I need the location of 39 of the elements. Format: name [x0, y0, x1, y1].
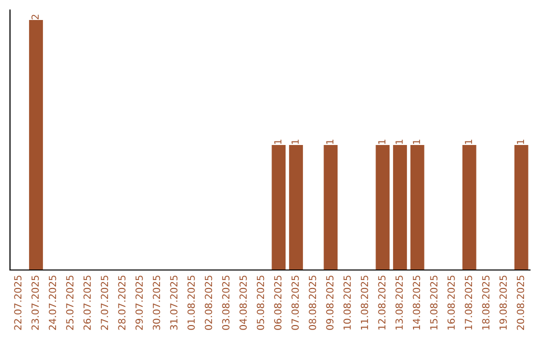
data-label: 1	[292, 140, 299, 144]
x-tick-label: 04.08.2025	[239, 276, 247, 330]
x-tick-label: 31.07.2025	[170, 276, 178, 330]
x-tick-label: 05.08.2025	[256, 276, 264, 330]
x-tick-label: 09.08.2025	[326, 276, 334, 330]
x-tick-label: 12.08.2025	[378, 276, 386, 330]
data-label: 1	[516, 140, 524, 144]
x-tick-label: 20.08.2025	[516, 276, 524, 330]
data-label: 1	[326, 140, 334, 144]
x-tick-label: 16.08.2025	[447, 276, 455, 330]
x-tick-label: 08.08.2025	[308, 276, 316, 330]
x-tick-label: 03.08.2025	[222, 276, 230, 330]
x-tick-label: 29.07.2025	[135, 276, 143, 330]
x-tick-label: 13.08.2025	[395, 276, 403, 330]
data-label: 1	[378, 140, 386, 144]
x-tick-label: 26.07.2025	[83, 276, 91, 330]
data-label: 1	[274, 140, 282, 144]
x-tick-label: 02.08.2025	[204, 276, 212, 330]
x-tick-label: 23.07.2025	[31, 276, 39, 330]
x-tick-label: 24.07.2025	[48, 276, 56, 330]
x-tick-label: 25.07.2025	[66, 276, 74, 330]
x-tick-label: 14.08.2025	[412, 276, 420, 330]
x-tick-label: 11.08.2025	[360, 276, 368, 330]
x-tick-label: 19.08.2025	[499, 276, 507, 330]
data-label: 1	[412, 140, 420, 144]
x-tick-label: 28.07.2025	[118, 276, 126, 330]
x-tick-label: 22.07.2025	[14, 276, 22, 330]
x-tick-label: 17.08.2025	[464, 276, 472, 330]
x-tick-label: 18.08.2025	[482, 276, 490, 330]
data-label: 1	[396, 140, 403, 144]
data-label: 1	[464, 140, 472, 144]
x-tick-label: 10.08.2025	[343, 276, 351, 330]
x-tick-label: 15.08.2025	[430, 276, 438, 330]
x-tick-label: 07.08.2025	[291, 276, 299, 330]
data-label: 2	[31, 14, 39, 20]
x-tick-label: 27.07.2025	[100, 276, 108, 330]
x-tick-label: 30.07.2025	[152, 276, 160, 330]
x-tick-label: 06.08.2025	[274, 276, 282, 330]
x-tick-label: 01.08.2025	[187, 276, 195, 330]
